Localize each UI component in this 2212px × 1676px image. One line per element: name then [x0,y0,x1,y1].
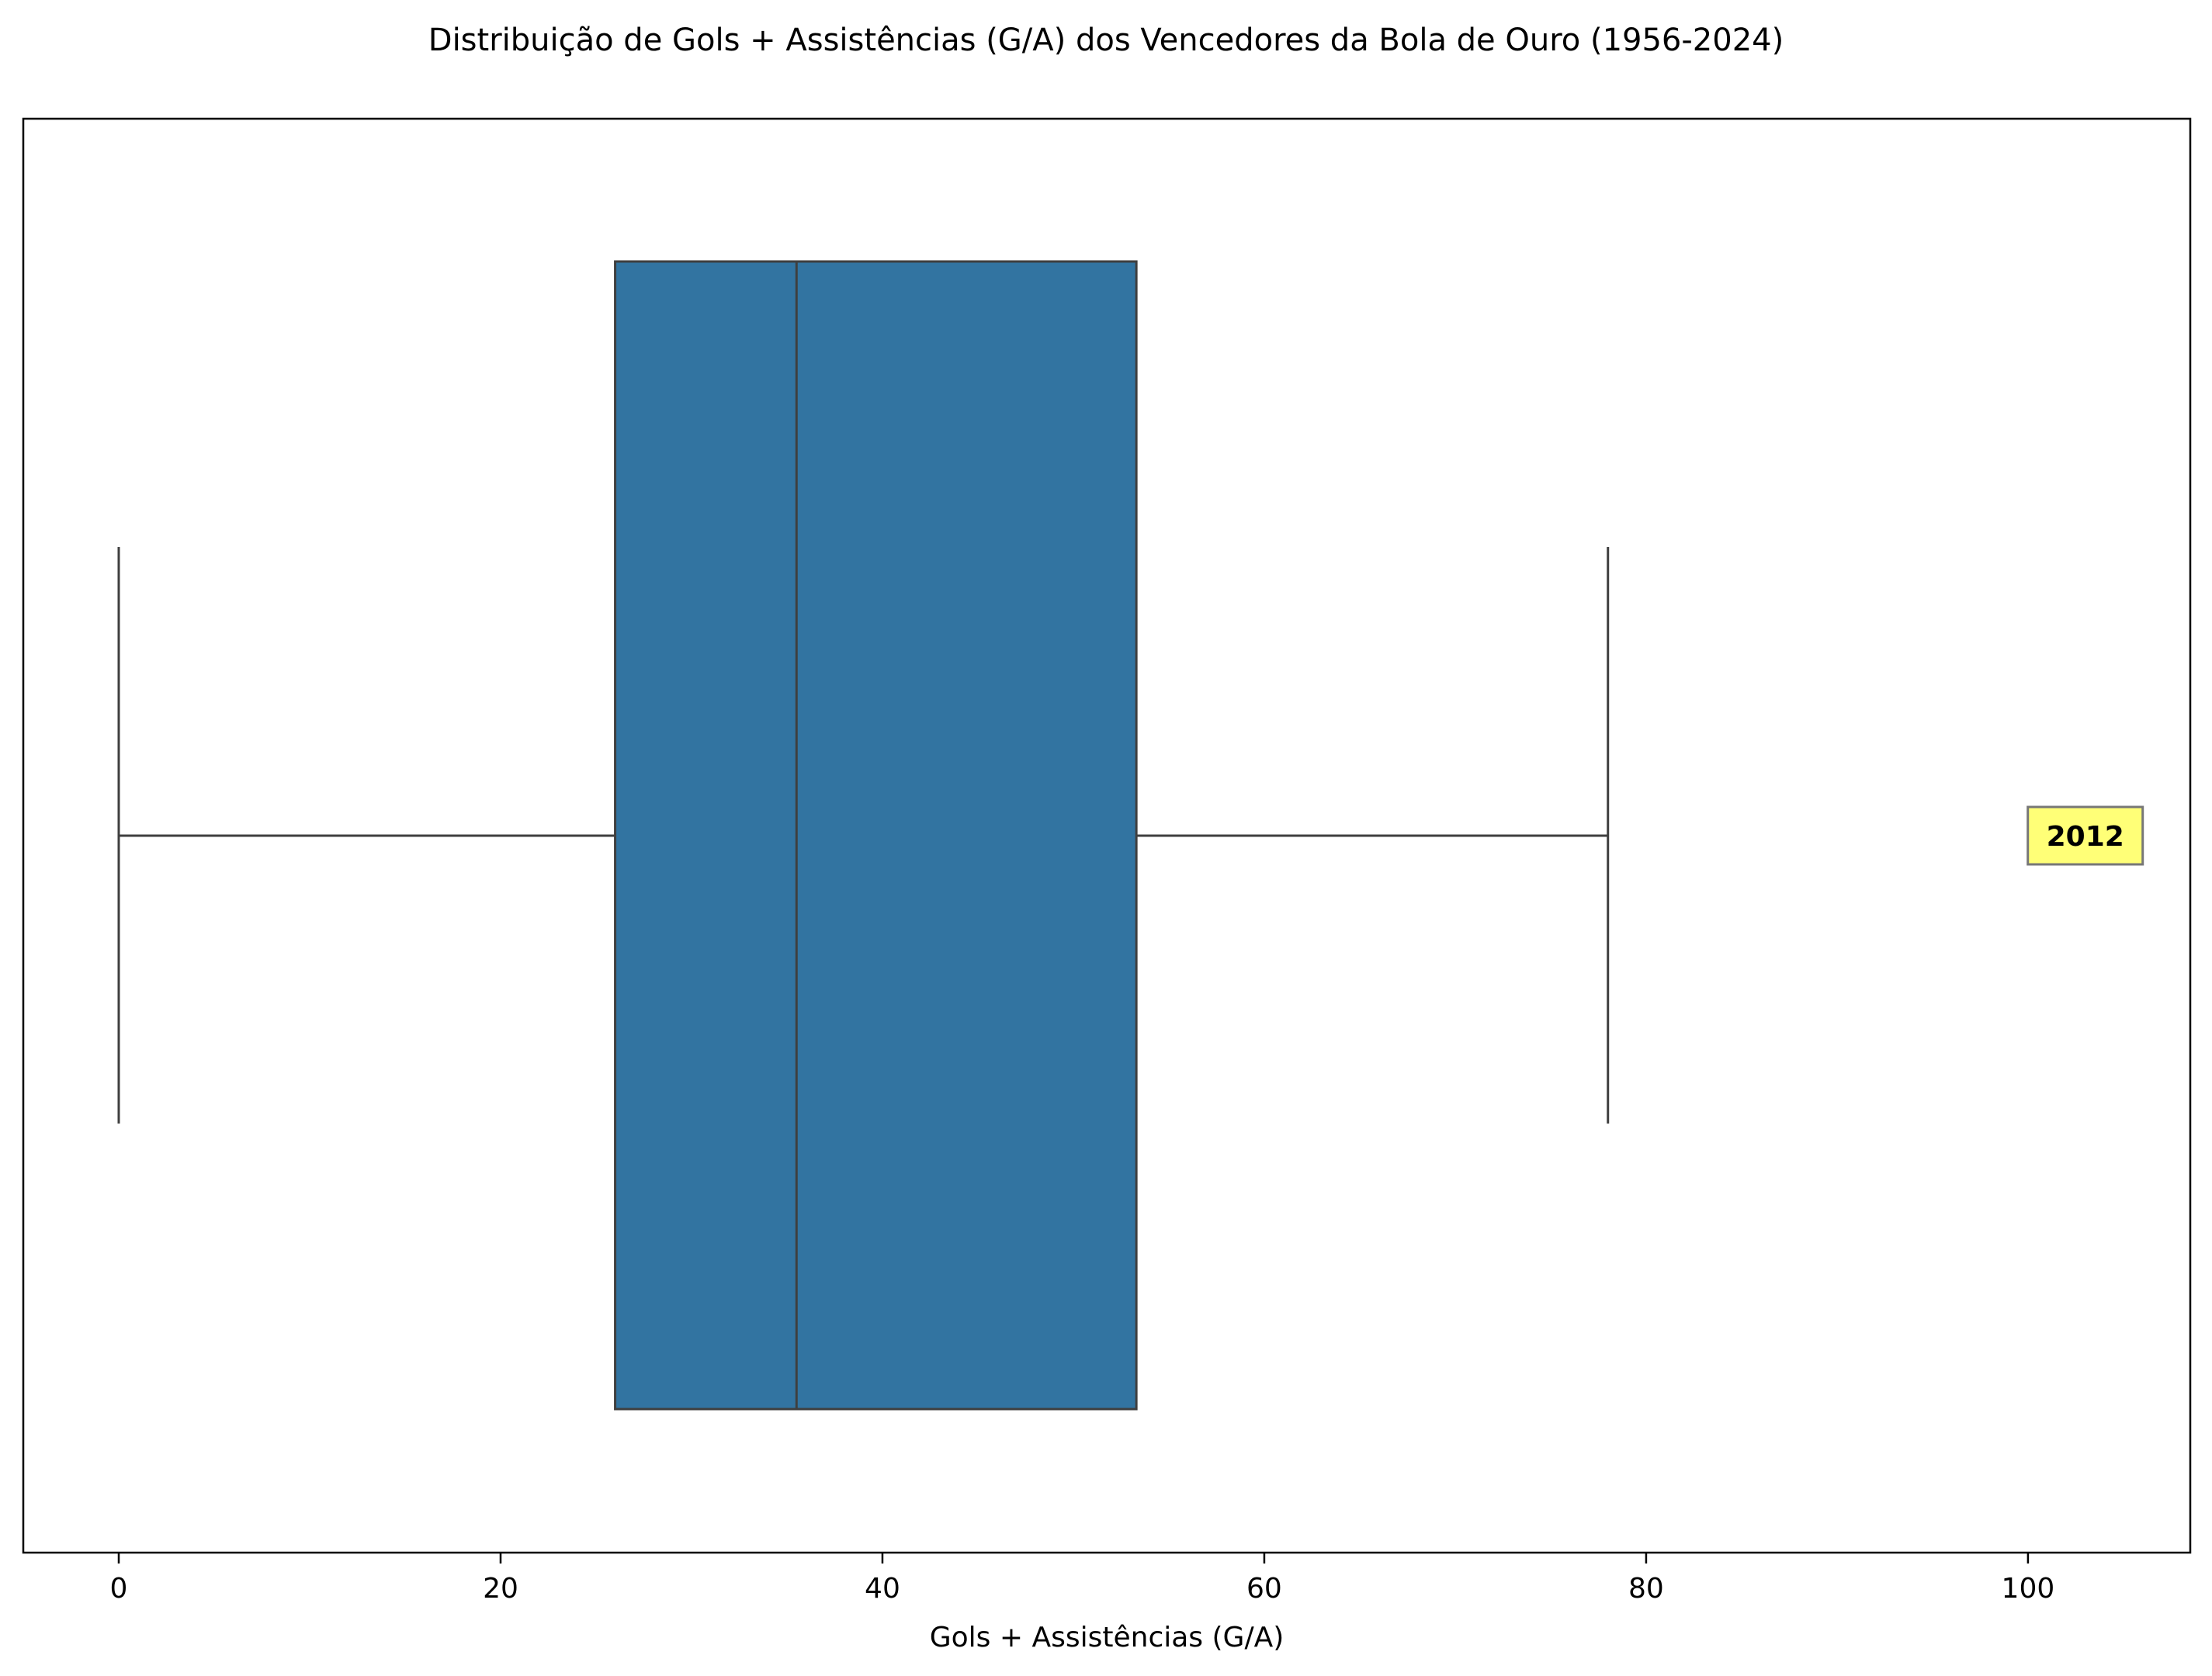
x-tick-label: 0 [110,1573,128,1605]
outlier-label-box [2027,805,2144,866]
x-tick-label: 100 [2002,1573,2055,1605]
x-axis-label: Gols + Assistências (G/A) [930,1622,1285,1653]
axes-frame [22,117,2192,1554]
x-tick-label: 80 [1628,1573,1664,1605]
plot-area: 2012 [117,260,2144,1411]
x-tick-label: 20 [483,1573,518,1605]
x-tick-label: 40 [865,1573,900,1605]
x-tick-label: 60 [1246,1573,1282,1605]
box-iqr [614,260,1138,1411]
x-axis: 0 20 40 60 80 100 [110,1553,2055,1605]
outlier-label: 2012 [2047,821,2124,853]
chart-title: Distribuição de Gols + Assistências (G/A… [428,23,1784,58]
